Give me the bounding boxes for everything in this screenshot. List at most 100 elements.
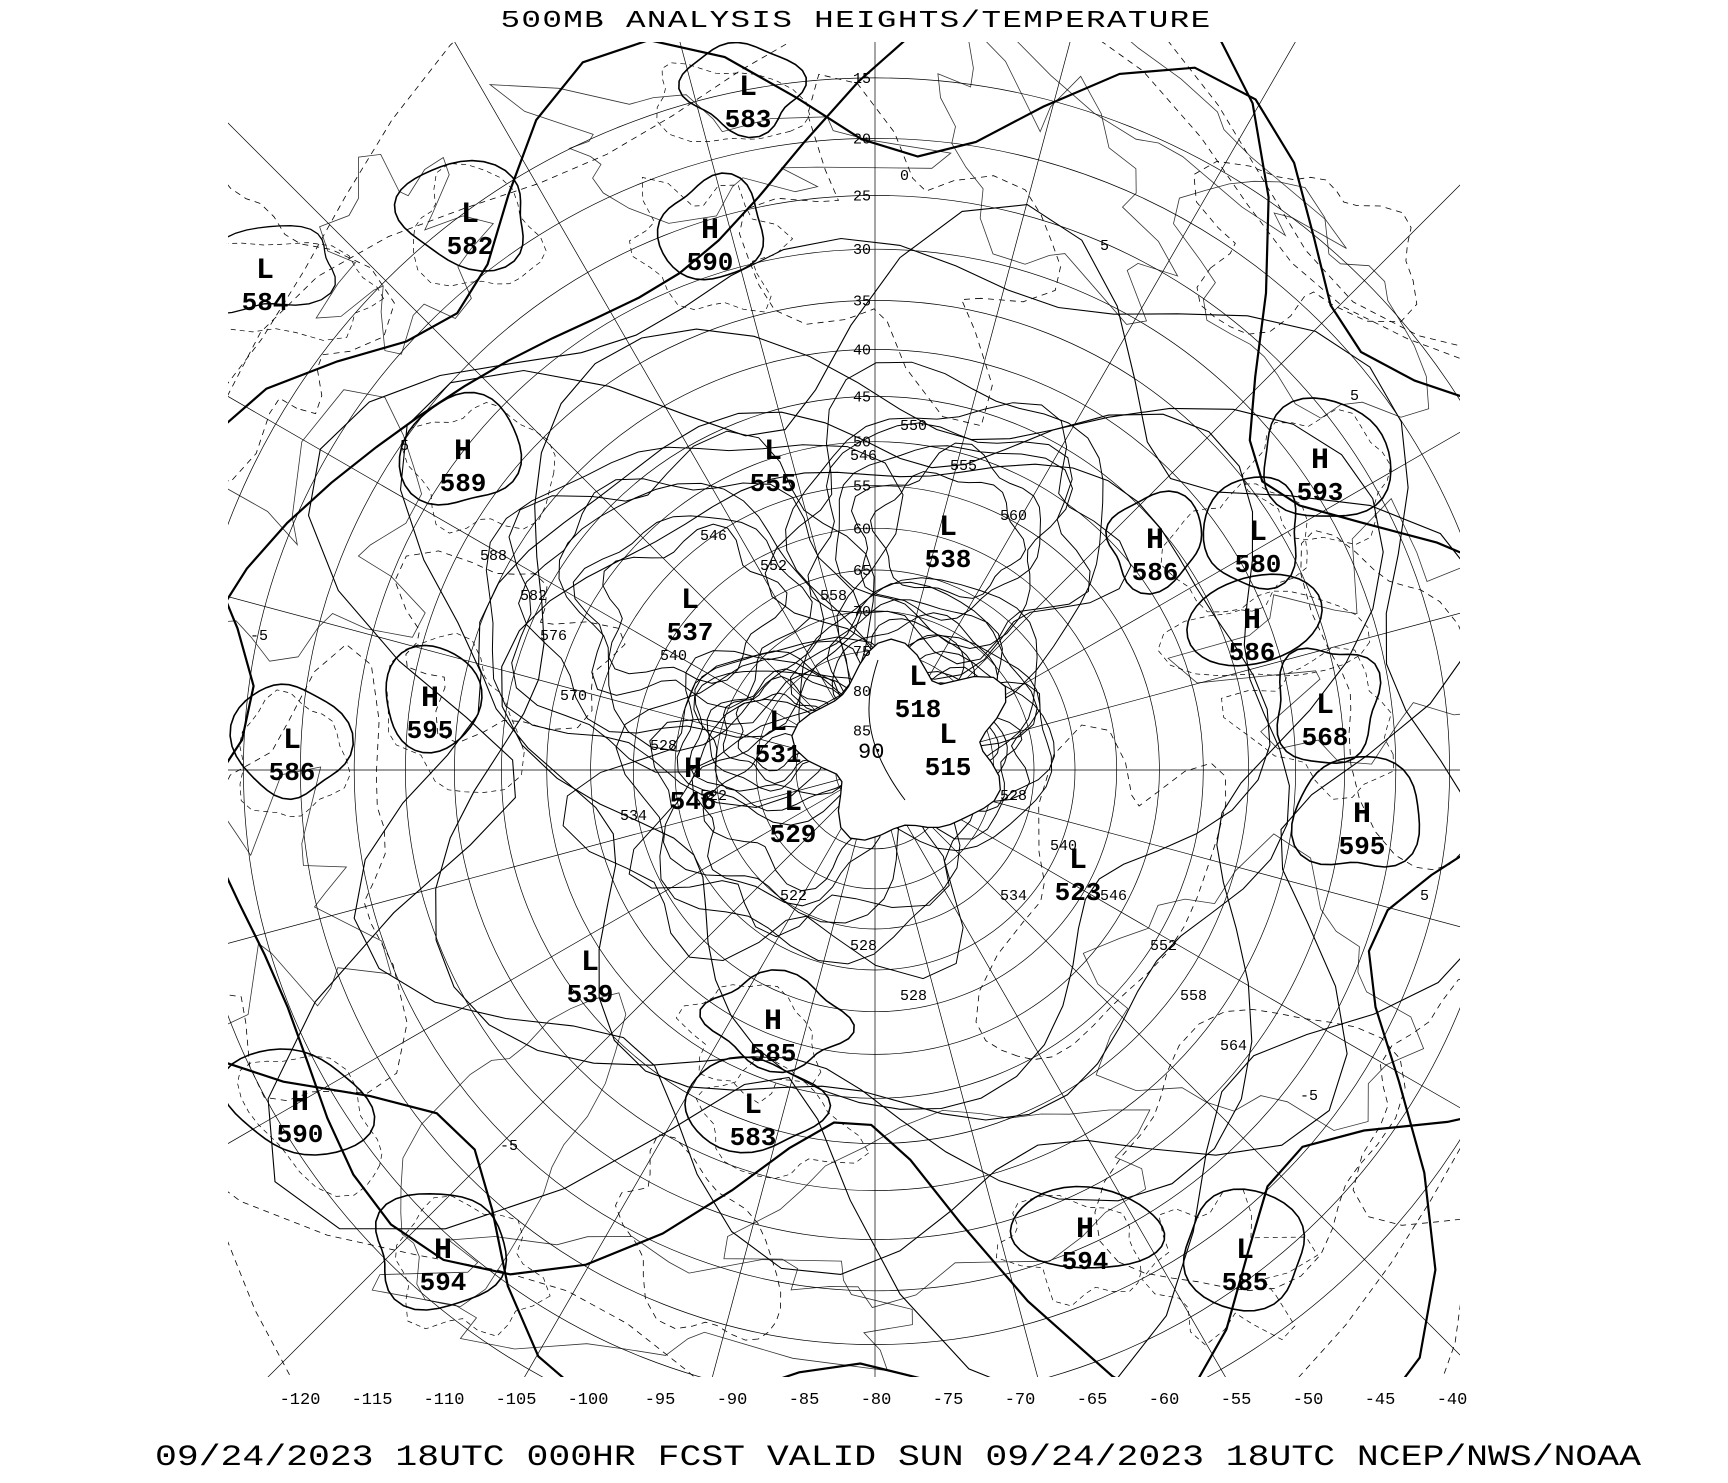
svg-text:-85: -85: [789, 1391, 820, 1410]
svg-text:555: 555: [750, 469, 797, 499]
svg-text:585: 585: [1222, 1268, 1269, 1298]
svg-text:L: L: [581, 946, 599, 980]
svg-text:595: 595: [407, 716, 454, 746]
svg-text:H: H: [454, 435, 472, 469]
svg-text:594: 594: [420, 1268, 467, 1298]
svg-text:576: 576: [540, 628, 567, 645]
svg-text:-5: -5: [500, 1138, 518, 1155]
svg-text:588: 588: [480, 548, 507, 565]
svg-text:531: 531: [755, 740, 802, 770]
svg-text:-115: -115: [352, 1391, 393, 1410]
svg-text:534: 534: [1000, 888, 1027, 905]
svg-text:570: 570: [560, 688, 587, 705]
svg-text:L: L: [939, 511, 957, 545]
svg-text:546: 546: [1100, 888, 1127, 905]
svg-text:L: L: [769, 706, 787, 740]
svg-text:L: L: [1236, 1234, 1254, 1268]
svg-text:552: 552: [1150, 938, 1177, 955]
svg-text:30: 30: [853, 242, 871, 259]
svg-text:594: 594: [1062, 1247, 1109, 1277]
svg-text:H: H: [764, 1005, 782, 1039]
svg-text:583: 583: [725, 105, 772, 135]
svg-text:-105: -105: [496, 1391, 537, 1410]
svg-text:586: 586: [1132, 558, 1179, 588]
svg-text:65: 65: [853, 563, 871, 580]
svg-text:75: 75: [853, 644, 871, 661]
svg-text:H: H: [434, 1234, 452, 1268]
svg-text:5: 5: [1420, 888, 1429, 905]
svg-text:583: 583: [730, 1123, 777, 1153]
svg-text:H: H: [1311, 444, 1329, 478]
svg-text:L: L: [461, 198, 479, 232]
svg-text:515: 515: [925, 753, 972, 783]
svg-text:522: 522: [780, 888, 807, 905]
svg-text:586: 586: [269, 758, 316, 788]
svg-text:80: 80: [853, 684, 871, 701]
svg-text:589: 589: [440, 469, 487, 499]
svg-text:0: 0: [900, 168, 909, 185]
svg-text:L: L: [784, 786, 802, 820]
svg-text:528: 528: [650, 738, 677, 755]
svg-text:L: L: [1316, 689, 1334, 723]
svg-text:H: H: [291, 1086, 309, 1120]
svg-text:500MB ANALYSIS HEIGHTS/TEMPE: 500MB ANALYSIS HEIGHTS/TEMPERATURE: [501, 8, 1212, 35]
svg-text:5: 5: [400, 438, 409, 455]
svg-text:60: 60: [853, 521, 871, 538]
svg-text:558: 558: [1180, 988, 1207, 1005]
svg-text:50: 50: [853, 435, 871, 452]
svg-text:593: 593: [1297, 478, 1344, 508]
svg-text:H: H: [1353, 798, 1371, 832]
svg-text:-50: -50: [1293, 1391, 1324, 1410]
svg-text:-80: -80: [861, 1391, 892, 1410]
svg-text:5: 5: [1100, 238, 1109, 255]
svg-text:55: 55: [853, 479, 871, 496]
svg-text:-75: -75: [933, 1391, 964, 1410]
svg-text:35: 35: [853, 293, 871, 310]
svg-text:-45: -45: [1365, 1391, 1396, 1410]
svg-text:L: L: [1249, 516, 1267, 550]
svg-text:518: 518: [895, 695, 942, 725]
svg-text:-65: -65: [1077, 1391, 1108, 1410]
svg-text:528: 528: [900, 988, 927, 1005]
svg-text:523: 523: [1055, 878, 1102, 908]
svg-text:H: H: [1243, 604, 1261, 638]
svg-text:590: 590: [277, 1120, 324, 1150]
svg-text:560: 560: [1000, 508, 1027, 525]
svg-text:L: L: [909, 661, 927, 695]
svg-text:L: L: [681, 584, 699, 618]
svg-text:540: 540: [1050, 838, 1077, 855]
svg-text:540: 540: [660, 648, 687, 665]
svg-text:L: L: [939, 719, 957, 753]
svg-text:-95: -95: [645, 1391, 676, 1410]
svg-text:L: L: [764, 435, 782, 469]
svg-text:537: 537: [667, 618, 714, 648]
svg-text:552: 552: [760, 558, 787, 575]
svg-text:20: 20: [853, 131, 871, 148]
svg-text:85: 85: [853, 724, 871, 741]
svg-text:534: 534: [620, 808, 647, 825]
svg-text:568: 568: [1302, 723, 1349, 753]
svg-text:L: L: [739, 71, 757, 105]
svg-text:L: L: [744, 1089, 762, 1123]
svg-text:529: 529: [770, 820, 817, 850]
svg-text:586: 586: [1229, 638, 1276, 668]
svg-text:H: H: [684, 753, 702, 787]
svg-text:-5: -5: [1300, 1088, 1318, 1105]
svg-text:528: 528: [1000, 788, 1027, 805]
svg-text:-100: -100: [568, 1391, 609, 1410]
svg-text:90: 90: [858, 740, 884, 765]
svg-text:584: 584: [242, 288, 289, 318]
svg-text:-40: -40: [1437, 1391, 1468, 1410]
svg-text:L: L: [283, 724, 301, 758]
svg-text:528: 528: [850, 938, 877, 955]
svg-text:25: 25: [853, 188, 871, 205]
svg-text:L: L: [256, 254, 274, 288]
svg-text:09/24/2023 18UTC 000HR FCST VA: 09/24/2023 18UTC 000HR FCST VALID SUN 09…: [155, 1441, 1641, 1475]
svg-text:555: 555: [950, 458, 977, 475]
svg-text:550: 550: [900, 418, 927, 435]
svg-text:590: 590: [687, 248, 734, 278]
svg-text:522: 522: [700, 788, 727, 805]
svg-text:582: 582: [520, 588, 547, 605]
svg-text:70: 70: [853, 604, 871, 621]
svg-text:539: 539: [567, 980, 614, 1010]
